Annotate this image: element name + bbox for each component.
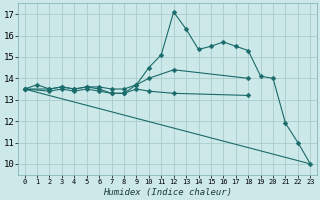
X-axis label: Humidex (Indice chaleur): Humidex (Indice chaleur) <box>103 188 232 197</box>
